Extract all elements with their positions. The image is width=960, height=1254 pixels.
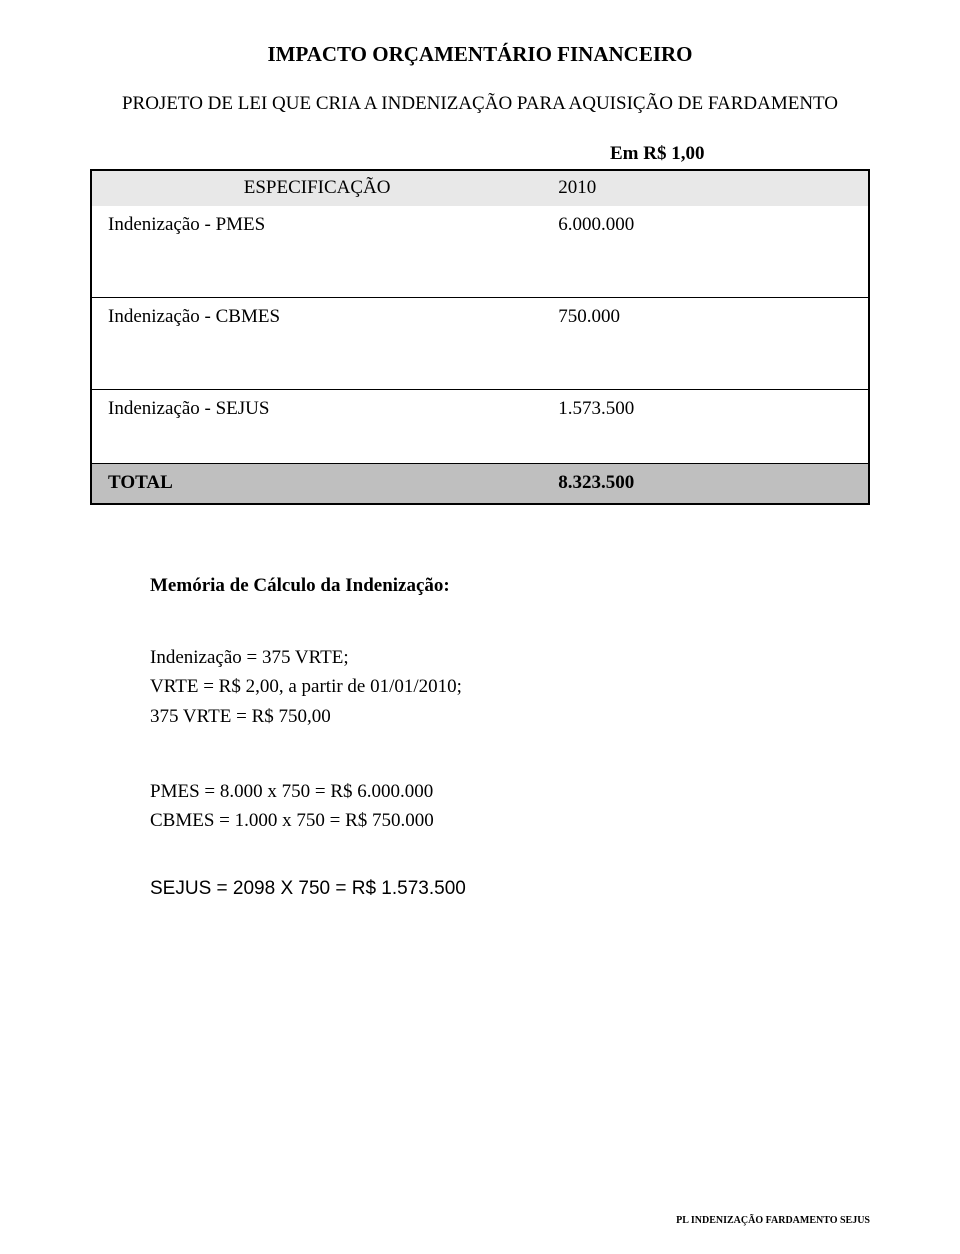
row-value: 6.000.000: [542, 206, 869, 298]
table-row: Indenização - CBMES 750.000: [91, 298, 869, 390]
memo-line: VRTE = R$ 2,00, a partir de 01/01/2010;: [150, 672, 870, 701]
memo-heading: Memória de Cálculo da Indenização:: [150, 575, 870, 597]
table-header-row: ESPECIFICAÇÃO 2010: [91, 170, 869, 206]
row-value: 750.000: [542, 298, 869, 390]
impact-table: ESPECIFICAÇÃO 2010 Indenização - PMES 6.…: [90, 169, 870, 505]
calc-lines: PMES = 8.000 x 750 = R$ 6.000.000 CBMES …: [150, 777, 870, 836]
calc-line: PMES = 8.000 x 750 = R$ 6.000.000: [150, 777, 870, 806]
table-total-row: TOTAL 8.323.500: [91, 464, 869, 504]
table-header-spec: ESPECIFICAÇÃO: [91, 170, 542, 206]
total-value: 8.323.500: [542, 464, 869, 504]
table-row: Indenização - PMES 6.000.000: [91, 206, 869, 298]
table-header-year: 2010: [542, 170, 869, 206]
table-row: Indenização - SEJUS 1.573.500: [91, 390, 869, 464]
calc-line: CBMES = 1.000 x 750 = R$ 750.000: [150, 806, 870, 835]
page-subtitle: PROJETO DE LEI QUE CRIA A INDENIZAÇÃO PA…: [120, 91, 840, 117]
sejus-line: SEJUS = 2098 X 750 = R$ 1.573.500: [150, 878, 870, 900]
page-footer: PL INDENIZAÇÃO FARDAMENTO SEJUS: [676, 1215, 870, 1226]
row-value: 1.573.500: [542, 390, 869, 464]
row-label: Indenização - CBMES: [91, 298, 542, 390]
row-label: Indenização - SEJUS: [91, 390, 542, 464]
memo-lines: Indenização = 375 VRTE; VRTE = R$ 2,00, …: [150, 643, 870, 731]
total-label: TOTAL: [91, 464, 542, 504]
memo-line: 375 VRTE = R$ 750,00: [150, 702, 870, 731]
currency-note: Em R$ 1,00: [610, 143, 870, 165]
page-title: IMPACTO ORÇAMENTÁRIO FINANCEIRO: [90, 42, 870, 67]
memo-line: Indenização = 375 VRTE;: [150, 643, 870, 672]
row-label: Indenização - PMES: [91, 206, 542, 298]
